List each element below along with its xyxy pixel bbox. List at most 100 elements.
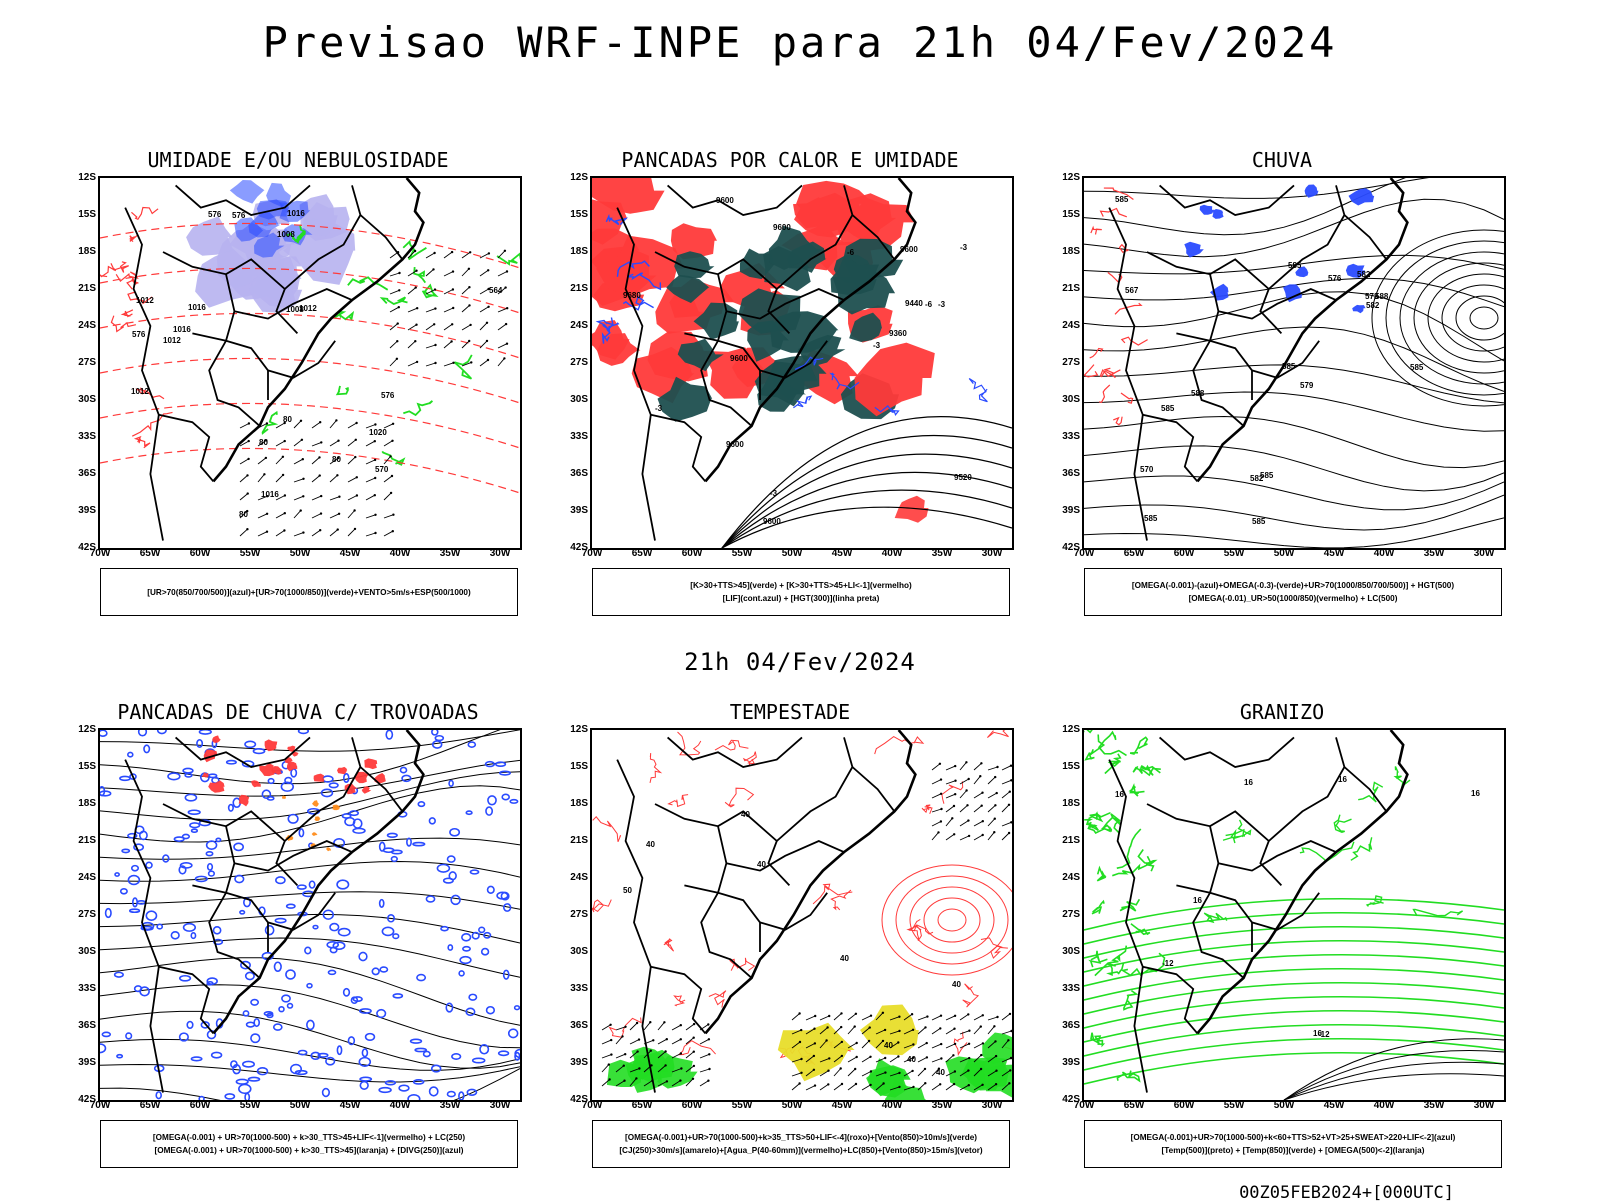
wind850-vector — [847, 1013, 857, 1021]
contour-label: 16 — [1193, 896, 1202, 905]
ur-contour — [402, 239, 427, 261]
lat-tick-label: 27S — [1062, 357, 1080, 368]
wind-vector — [239, 493, 248, 501]
wind850-vector-head — [882, 1082, 885, 1085]
wind-vector-head — [283, 494, 287, 497]
divergence-blue — [381, 926, 395, 937]
thunder-orange — [332, 804, 341, 811]
wind-vector-head — [451, 288, 455, 291]
divergence-blue — [337, 927, 351, 937]
contour-label: -3 — [960, 243, 968, 252]
border-line — [667, 736, 803, 768]
wind850-vector — [861, 1084, 871, 1091]
omega-blue — [1352, 304, 1366, 314]
divergence-blue — [430, 1064, 442, 1073]
lat-tick-label: 42S — [570, 542, 588, 553]
wind-vector — [443, 323, 453, 331]
thunder-orange — [312, 800, 319, 807]
legend-line: [CJ(250)>30m/s](amarelo)+[Agua_P(40-60mm… — [619, 1146, 983, 1155]
wind-vector-head — [283, 421, 286, 425]
wind850-vector — [805, 1055, 815, 1063]
map-svg: 9680 9600 9600 9600 9600 9600 9520 9440 9360 9600… — [592, 178, 1012, 548]
omega-red — [1090, 225, 1102, 235]
divergence-blue — [239, 909, 246, 915]
map-frame — [98, 728, 522, 1102]
temp850-contour — [1087, 821, 1113, 835]
border-line — [654, 251, 791, 335]
wind-vector-head — [373, 440, 376, 443]
wind-vector-head — [390, 474, 394, 478]
lat-tick-label: 15S — [78, 761, 96, 772]
wind-vector-head — [414, 340, 417, 343]
divergence-blue — [100, 1043, 107, 1054]
divergence-blue — [385, 730, 394, 740]
wind850-vector — [973, 1043, 984, 1049]
lon-tick-label: 45W — [1323, 1100, 1345, 1111]
wind850-vector — [847, 1026, 856, 1035]
lat-tick-label: 30S — [1062, 394, 1080, 405]
wind850-vector-head — [938, 762, 942, 765]
hgt500-contour — [1441, 284, 1504, 352]
panel-title: PANCADAS DE CHUVA C/ TROVOADAS — [117, 700, 479, 724]
main-title: Previsao WRF-INPE para 21h 04/Fev/2024 — [262, 18, 1338, 67]
divergence-blue — [200, 1021, 210, 1029]
lc850-contour — [830, 889, 852, 911]
lon-tick-label: 50W — [289, 548, 311, 559]
divergence-blue — [143, 744, 151, 754]
wind850-vector-head — [828, 1057, 831, 1060]
lon-tick-label: 35W — [931, 1100, 953, 1111]
divergence-blue — [327, 969, 337, 976]
temp850-contour — [1084, 818, 1099, 831]
legend-line: [LIF](cont.azul) + [HGT(300)](linha pret… — [722, 594, 880, 603]
wind-vector — [239, 458, 249, 465]
lon-tick-label: 65W — [631, 548, 653, 559]
wind-vector-head — [353, 509, 356, 512]
divergence-blue — [233, 842, 244, 852]
lat-tick-label: 39S — [570, 505, 588, 516]
border-line — [726, 288, 845, 320]
divergence-blue — [113, 971, 124, 978]
divergence-blue — [125, 1032, 133, 1040]
wind850-vector-head — [994, 775, 997, 779]
wind850-vector-head — [954, 793, 957, 796]
map-svg: 50 40 40 40 40 40 40 40 40 — [592, 730, 1012, 1100]
lon-tick-label: 30W — [1473, 1100, 1495, 1111]
wind850-vector — [1001, 1057, 1012, 1063]
lc850-contour — [953, 1031, 968, 1056]
lon-tick-label: 60W — [189, 1100, 211, 1111]
wind850-vector-head — [692, 1036, 695, 1039]
lon-tick-label: 65W — [1123, 1100, 1145, 1111]
wind850-vector-head — [623, 1079, 626, 1082]
divergence-blue — [466, 1088, 478, 1096]
temp850-contour — [1084, 953, 1504, 987]
temp850-contour — [1084, 897, 1504, 931]
lif-contour — [793, 395, 813, 409]
wind850-vector-head — [924, 1026, 927, 1029]
thermal-showers-green — [849, 312, 882, 342]
contour-label: -6 — [925, 300, 933, 309]
red-contour — [127, 291, 153, 305]
contour-label: 9600 — [900, 245, 918, 254]
thermal-showers-red — [596, 235, 684, 298]
lc850-vortex — [881, 864, 1012, 976]
wind-vector-head — [434, 307, 437, 310]
contour-label: 40 — [840, 954, 849, 963]
wind850-vector — [903, 1057, 914, 1063]
wind850-vector-head — [867, 1039, 871, 1043]
wind850-vector — [931, 821, 942, 827]
divergence-blue — [227, 803, 234, 812]
lif-contour — [601, 324, 613, 344]
wind850-vector-head — [610, 1038, 613, 1042]
lat-tick-label: 30S — [78, 946, 96, 957]
wind-vector — [497, 323, 507, 331]
wind-vector — [293, 532, 304, 537]
divergence-blue — [434, 734, 445, 742]
divergence-blue — [132, 897, 138, 908]
map-frame: 50 40 40 40 40 40 40 40 40 — [590, 728, 1014, 1102]
divergence-blue — [502, 969, 510, 980]
wind850-vector — [889, 1016, 900, 1021]
hgt300-contour — [721, 453, 1012, 548]
lat-tick-label: 12S — [78, 172, 96, 183]
wind-vector — [389, 306, 400, 313]
humidity-core — [254, 232, 285, 258]
